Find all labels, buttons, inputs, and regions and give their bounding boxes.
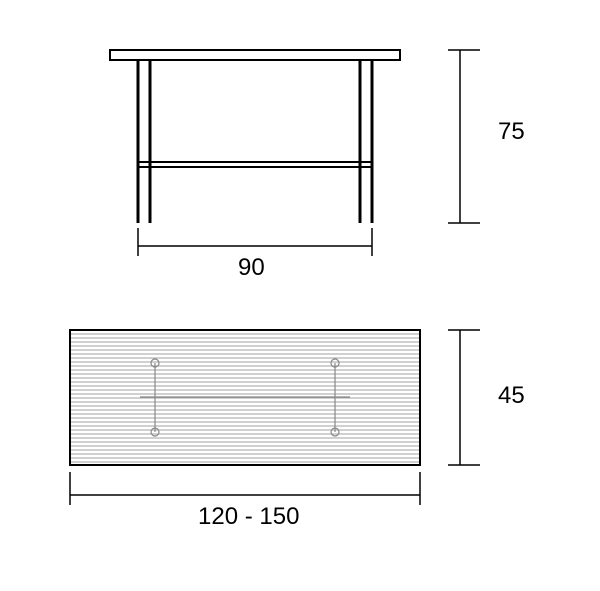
top-view-width-label: 120 - 150 [198,503,299,531]
side-view-height-dimension [448,50,480,223]
side-view [110,50,400,223]
top-view-height-label: 45 [498,382,525,410]
top-view-width-dimension [70,472,420,505]
side-view-width-label: 90 [238,254,265,282]
top-view [70,330,420,465]
technical-drawing [0,0,600,591]
side-view-height-label: 75 [498,118,525,146]
side-view-width-dimension [138,228,372,256]
top-view-height-dimension [448,330,480,465]
